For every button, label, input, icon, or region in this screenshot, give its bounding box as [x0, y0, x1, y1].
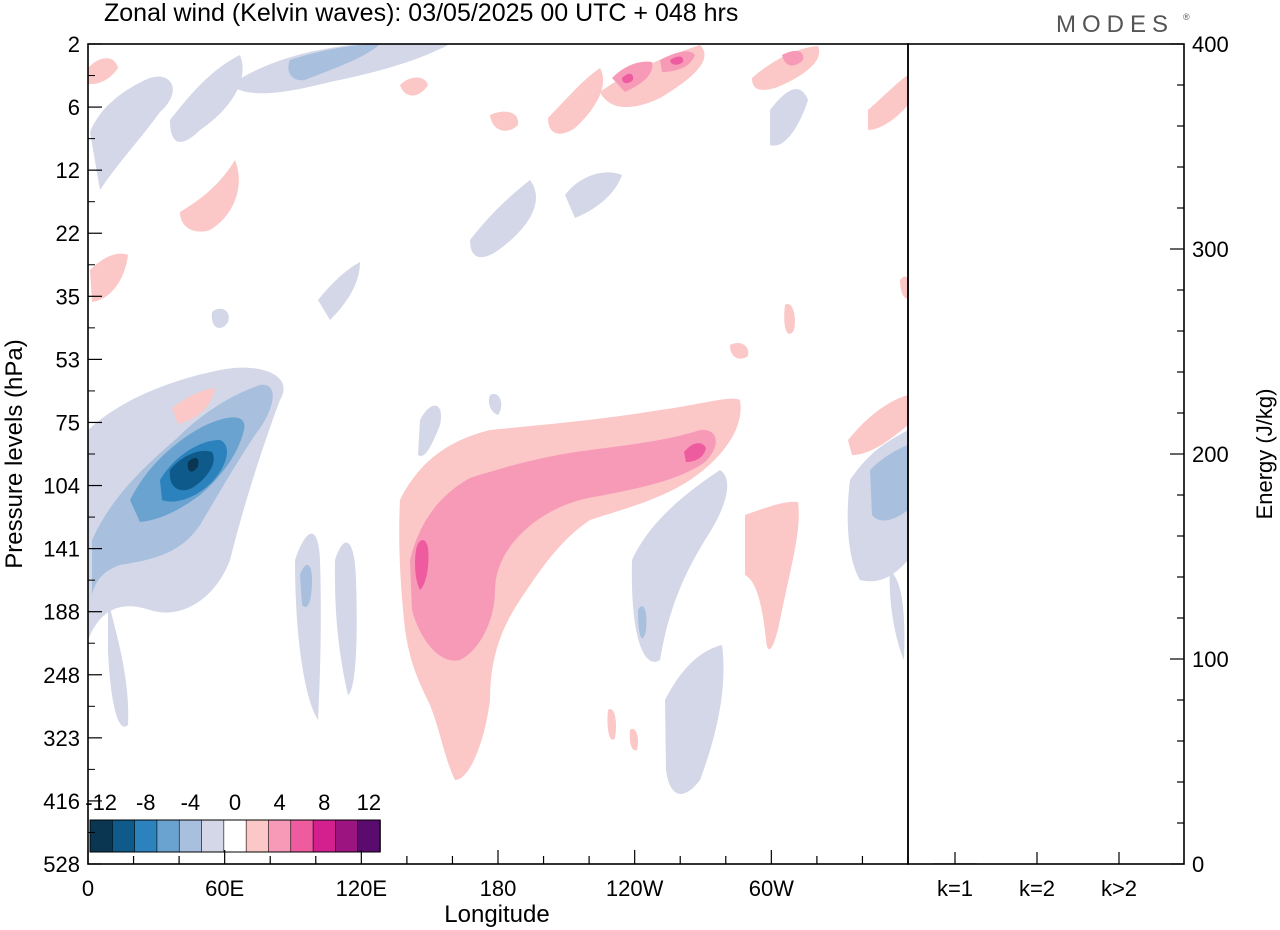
x-axis-label: Longitude — [444, 901, 549, 928]
y-tick-label: 2 — [68, 32, 80, 57]
x-tick-label: 120W — [606, 876, 664, 901]
y-tick-label: 35 — [56, 284, 80, 309]
energy-category-label: k>2 — [1101, 876, 1137, 901]
colorbar-cell — [201, 819, 225, 853]
heatmap-field — [88, 44, 908, 864]
colorbar-cell — [335, 819, 359, 853]
energy-category-label: k=2 — [1019, 876, 1055, 901]
neg-blob-strat — [318, 262, 360, 320]
colorbar-label: -4 — [181, 790, 201, 815]
neg-blob-top — [230, 44, 450, 94]
x-tick-label: 60W — [749, 876, 794, 901]
brand-registered-mark: ® — [1183, 12, 1190, 22]
y-tick-label: 6 — [68, 95, 80, 120]
y-tick-label: 528 — [43, 852, 80, 877]
neg-tail-left — [108, 600, 129, 727]
energy-bars: k=1 k=2 k>2 — [933, 852, 1141, 901]
colorbar-label: 4 — [273, 790, 285, 815]
colorbar-label: -12 — [85, 790, 117, 815]
pos-blob-top-mid — [548, 68, 604, 134]
neg-blob-mid2 — [565, 172, 622, 218]
pos-blob-left2 — [90, 253, 128, 302]
neg-streak-5 — [665, 645, 724, 794]
neg-streak-2 — [334, 542, 357, 695]
y-tick-label: 22 — [56, 221, 80, 246]
colorbar-cell — [178, 819, 203, 853]
pos-blob-right — [848, 395, 908, 455]
y-axis-label: Pressure levels (hPa) — [1, 339, 28, 568]
colorbar: -12 -8 -4 0 4 8 12 — [85, 790, 381, 853]
y-tick-label: 141 — [43, 537, 80, 562]
energy-category-label: k=1 — [937, 876, 973, 901]
neg-blob-upper — [170, 55, 243, 142]
pos-blob-top-left — [88, 58, 118, 85]
pos-blob-left — [180, 160, 239, 232]
colorbar-cell — [156, 819, 181, 853]
y-tick-label: 248 — [43, 663, 80, 688]
chart-title: Zonal wind (Kelvin waves): 03/05/2025 00… — [104, 0, 738, 27]
colorbar-cell — [245, 819, 270, 853]
pos-blob-right2 — [745, 501, 799, 650]
pos-main-medium — [410, 429, 716, 661]
colorbar-label: 12 — [357, 790, 381, 815]
y-tick-label: 416 — [43, 789, 80, 814]
colorbar-label: 8 — [318, 790, 330, 815]
colorbar-cell — [357, 819, 381, 853]
energy-tick-label: 0 — [1192, 852, 1204, 877]
colorbar-cell — [312, 819, 337, 853]
neg-blob-right-top — [770, 89, 808, 146]
neg-streak-4 — [631, 470, 728, 662]
neg-blob-upper-left — [90, 76, 173, 190]
neg-core-4 — [187, 457, 199, 472]
x-tick-label: 0 — [82, 876, 94, 901]
y-tick-label: 188 — [43, 600, 80, 625]
y-tick-label: 323 — [43, 726, 80, 751]
energy-tick-label: 300 — [1192, 237, 1229, 262]
colorbar-label: 0 — [229, 790, 241, 815]
y-tick-label: 75 — [56, 410, 80, 435]
y-tick-label: 12 — [56, 158, 80, 183]
energy-tick-label: 400 — [1192, 32, 1229, 57]
neg-blob-mid — [470, 180, 536, 258]
colorbar-cell — [290, 819, 314, 853]
energy-axis: 0 100 200 300 400 — [1170, 32, 1229, 877]
energy-tick-label: 100 — [1192, 647, 1229, 672]
y-axis: 2 6 12 22 35 53 75 104 141 188 248 323 416 528 — [43, 32, 102, 877]
colorbar-cell — [268, 819, 292, 853]
colorbar-label: -8 — [136, 790, 156, 815]
x-axis: 0 60E 120E 180 120W 60W — [82, 850, 909, 901]
energy-axes-frame — [907, 43, 1185, 865]
pos-core-left — [415, 539, 429, 590]
brand-logo: MODES — [1056, 11, 1174, 38]
neg-streak-right — [889, 570, 905, 660]
y-tick-label: 53 — [56, 347, 80, 372]
y-tick-label: 104 — [43, 474, 80, 499]
energy-tick-label: 200 — [1192, 442, 1229, 467]
energy-axis-label: Energy (J/kg) — [1252, 389, 1277, 520]
x-tick-label: 180 — [480, 876, 517, 901]
x-tick-label: 120E — [336, 876, 387, 901]
colorbar-cell — [89, 819, 114, 853]
pos-core-right — [684, 443, 706, 462]
colorbar-cell — [223, 819, 247, 853]
colorbar-cell — [112, 819, 136, 853]
x-tick-label: 60E — [205, 876, 244, 901]
pos-blob-left3 — [172, 388, 215, 424]
neg-streak-3 — [418, 405, 441, 456]
colorbar-cell — [134, 819, 158, 853]
